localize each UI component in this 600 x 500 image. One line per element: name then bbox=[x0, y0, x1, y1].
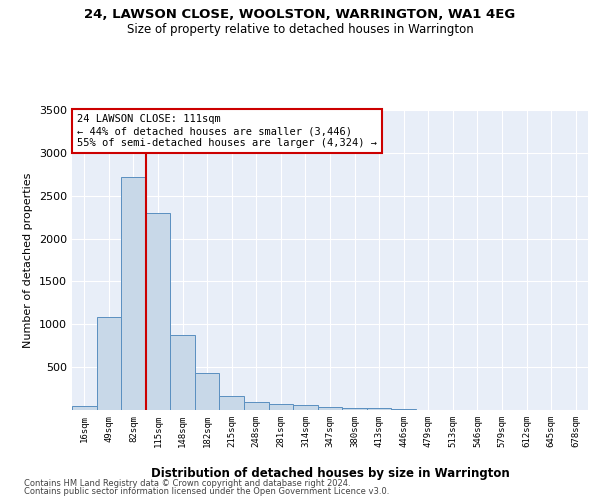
Bar bbox=[293, 406, 318, 410]
Bar bbox=[269, 404, 293, 410]
Y-axis label: Number of detached properties: Number of detached properties bbox=[23, 172, 34, 348]
Bar bbox=[121, 177, 146, 410]
Text: 24, LAWSON CLOSE, WOOLSTON, WARRINGTON, WA1 4EG: 24, LAWSON CLOSE, WOOLSTON, WARRINGTON, … bbox=[85, 8, 515, 20]
Bar bbox=[318, 407, 342, 410]
Bar bbox=[195, 373, 220, 410]
Bar bbox=[146, 213, 170, 410]
Bar bbox=[367, 408, 391, 410]
Bar bbox=[72, 406, 97, 410]
Text: Contains HM Land Registry data © Crown copyright and database right 2024.: Contains HM Land Registry data © Crown c… bbox=[24, 478, 350, 488]
Bar bbox=[220, 396, 244, 410]
Bar bbox=[97, 318, 121, 410]
Text: Contains public sector information licensed under the Open Government Licence v3: Contains public sector information licen… bbox=[24, 487, 389, 496]
Bar bbox=[170, 334, 195, 410]
Text: 24 LAWSON CLOSE: 111sqm
← 44% of detached houses are smaller (3,446)
55% of semi: 24 LAWSON CLOSE: 111sqm ← 44% of detache… bbox=[77, 114, 377, 148]
Bar bbox=[342, 408, 367, 410]
Bar bbox=[391, 409, 416, 410]
Bar bbox=[244, 402, 269, 410]
Text: Distribution of detached houses by size in Warrington: Distribution of detached houses by size … bbox=[151, 467, 509, 480]
Text: Size of property relative to detached houses in Warrington: Size of property relative to detached ho… bbox=[127, 22, 473, 36]
